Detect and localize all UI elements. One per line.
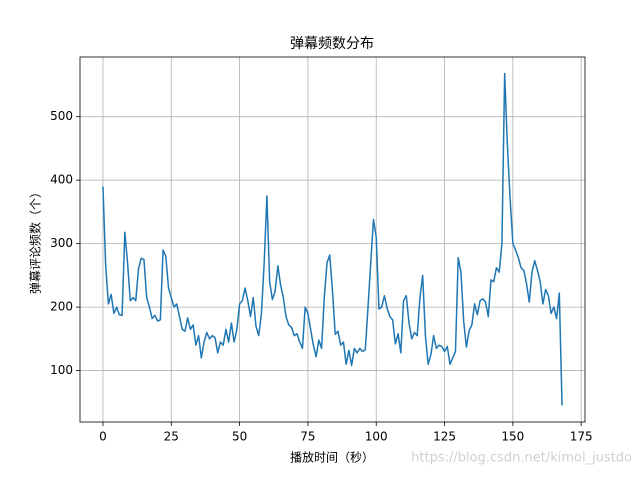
- x-tick-label: 50: [232, 430, 247, 444]
- y-tick-label: 100: [50, 363, 73, 377]
- data-line: [102, 72, 563, 406]
- y-tick-label: 200: [50, 300, 73, 314]
- chart-title: 弹幕频数分布: [290, 36, 374, 52]
- x-tick-label: 125: [433, 430, 456, 444]
- y-tick-label: 300: [50, 236, 73, 250]
- x-tick-label: 25: [164, 430, 179, 444]
- x-tick-label: 75: [300, 430, 315, 444]
- x-tick-label: 150: [501, 430, 524, 444]
- x-tick-label: 100: [365, 430, 388, 444]
- plot-frame: [79, 56, 586, 423]
- x-axis-label: 播放时间（秒）: [290, 450, 374, 465]
- y-axis-label: 弹幕评论频数（个）: [28, 186, 43, 294]
- watermark: https://blog.csdn.net/kimol_justdo: [411, 451, 632, 466]
- x-tick-label: 175: [570, 430, 593, 444]
- y-tick-label: 500: [50, 109, 73, 123]
- x-tick-label: 0: [99, 430, 107, 444]
- y-tick-label: 400: [50, 173, 73, 187]
